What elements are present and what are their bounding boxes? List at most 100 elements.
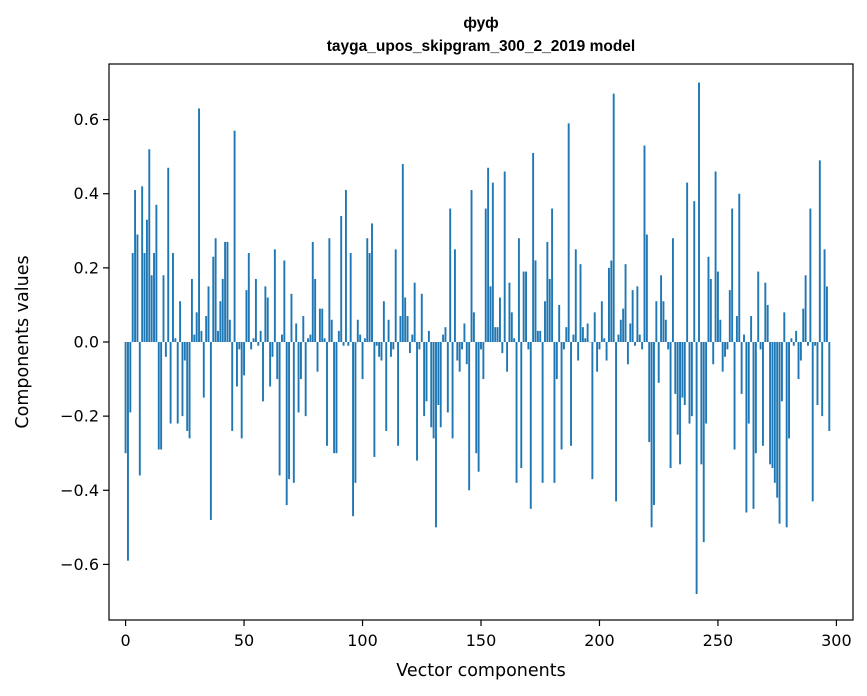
bar (463, 323, 466, 342)
bar (138, 342, 141, 476)
bar (321, 308, 324, 342)
bar (525, 271, 527, 342)
bar (489, 286, 492, 342)
bar (653, 342, 655, 506)
bar (724, 342, 726, 357)
bar (662, 301, 665, 342)
bar (738, 193, 741, 342)
bar (615, 342, 618, 502)
bar (698, 82, 700, 342)
x-tick-label: 300 (821, 631, 852, 650)
bar (326, 342, 328, 446)
bar (600, 301, 603, 342)
bar (619, 319, 622, 342)
bar (179, 301, 182, 342)
bar (378, 342, 381, 357)
bar (458, 342, 461, 372)
bar (475, 342, 478, 454)
bar (247, 253, 250, 342)
bar (266, 297, 269, 342)
bar (401, 164, 404, 342)
bar (418, 342, 421, 350)
bar (574, 249, 577, 342)
bar (297, 342, 300, 413)
bar (318, 308, 321, 342)
bar (273, 249, 276, 342)
x-tick-label: 200 (584, 631, 615, 650)
bar (508, 282, 511, 342)
bar (288, 342, 291, 480)
bar (499, 297, 501, 342)
bar (558, 304, 561, 342)
bar (823, 249, 826, 342)
bar (399, 316, 402, 342)
bar (461, 342, 463, 350)
y-tick-label: 0.4 (74, 184, 99, 203)
bar (250, 342, 253, 350)
bar (314, 278, 317, 342)
bar (773, 342, 776, 483)
bar (783, 312, 786, 342)
bar (548, 278, 551, 342)
bar (679, 342, 681, 465)
bar (496, 327, 499, 342)
bar (228, 319, 231, 342)
bar (821, 342, 824, 417)
bar (271, 342, 274, 357)
bar (636, 286, 639, 342)
bar (553, 342, 556, 483)
bar (425, 342, 428, 402)
bar (643, 145, 646, 342)
bar (726, 342, 729, 350)
bar (745, 342, 748, 513)
bar (795, 330, 798, 342)
bar (655, 301, 658, 342)
bar (771, 342, 774, 469)
x-tick-label: 100 (347, 631, 378, 650)
y-tick-label: 0.6 (74, 110, 99, 129)
bar (302, 316, 305, 342)
bar (259, 330, 262, 342)
bar (162, 275, 165, 342)
bar (371, 223, 373, 342)
bar (278, 342, 281, 476)
bar (176, 342, 179, 424)
bar (480, 342, 482, 350)
y-tick-label: 0.0 (74, 333, 99, 352)
bar (262, 342, 264, 402)
bar (243, 342, 246, 376)
bar (207, 286, 210, 342)
bar (337, 330, 340, 342)
bar (453, 249, 456, 342)
bar (562, 342, 565, 350)
bar (214, 238, 217, 342)
bar (669, 342, 672, 469)
bar (695, 342, 698, 595)
bar (536, 330, 539, 342)
bar (572, 334, 575, 342)
bar (449, 208, 452, 342)
bar (491, 182, 494, 342)
x-axis-ticks: 0 50 100 150 200 250 300 (120, 620, 852, 650)
bar (612, 93, 615, 343)
bar (333, 342, 336, 454)
bar (264, 286, 267, 342)
bar (743, 334, 745, 342)
bar (484, 208, 487, 342)
bar (361, 342, 364, 380)
bar (190, 278, 193, 342)
bar (281, 334, 283, 342)
bar (359, 334, 362, 342)
bar (804, 275, 807, 342)
bar (145, 219, 148, 342)
bar (657, 342, 660, 383)
bar (527, 342, 530, 350)
bar (714, 171, 717, 342)
bar (394, 249, 397, 342)
bar (759, 342, 762, 350)
bar (762, 342, 764, 446)
bar (157, 342, 160, 450)
bar (603, 338, 606, 342)
bar (716, 271, 719, 342)
bar (446, 342, 449, 413)
